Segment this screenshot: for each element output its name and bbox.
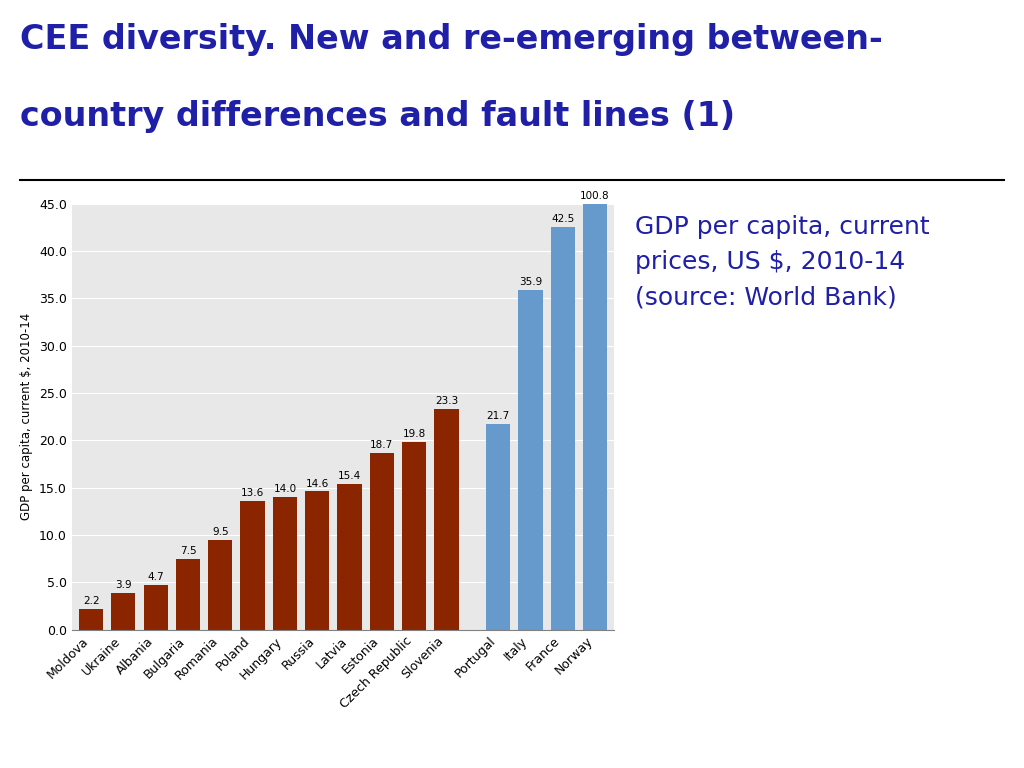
Bar [551,227,574,630]
Text: 14.6: 14.6 [305,478,329,488]
Bar [486,424,510,630]
Bar [337,484,361,630]
Bar [208,540,232,630]
Bar [79,609,103,630]
Bar [241,501,264,630]
Bar [518,290,543,630]
Text: 42.5: 42.5 [551,214,574,224]
Text: CEE diversity. New and re-emerging between-: CEE diversity. New and re-emerging betwe… [20,23,884,56]
Text: 15.4: 15.4 [338,471,361,481]
Bar [305,492,330,630]
Text: 18.7: 18.7 [371,440,393,450]
Bar [112,593,135,630]
Text: 19.8: 19.8 [402,429,426,439]
Text: 2.2: 2.2 [83,596,99,606]
Text: 3.9: 3.9 [115,580,132,590]
Bar [402,442,426,630]
Bar [583,204,607,630]
Text: 100.8: 100.8 [581,190,610,200]
Text: GDP per capita, current
prices, US $, 2010-14
(source: World Bank): GDP per capita, current prices, US $, 20… [635,215,930,310]
Text: 14.0: 14.0 [273,485,297,495]
Text: 13.6: 13.6 [241,488,264,498]
Text: country differences and fault lines (1): country differences and fault lines (1) [20,100,735,133]
Y-axis label: GDP per capita, current $, 2010-14: GDP per capita, current $, 2010-14 [20,313,34,520]
Bar [176,559,200,630]
Bar [434,409,459,630]
Text: 21.7: 21.7 [486,412,510,422]
Bar [272,497,297,630]
Text: 9.5: 9.5 [212,527,228,537]
Text: 4.7: 4.7 [147,572,164,582]
Text: 23.3: 23.3 [435,396,458,406]
Bar [143,585,168,630]
Text: 35.9: 35.9 [519,277,542,287]
Bar [370,452,394,630]
Text: 7.5: 7.5 [179,546,197,556]
